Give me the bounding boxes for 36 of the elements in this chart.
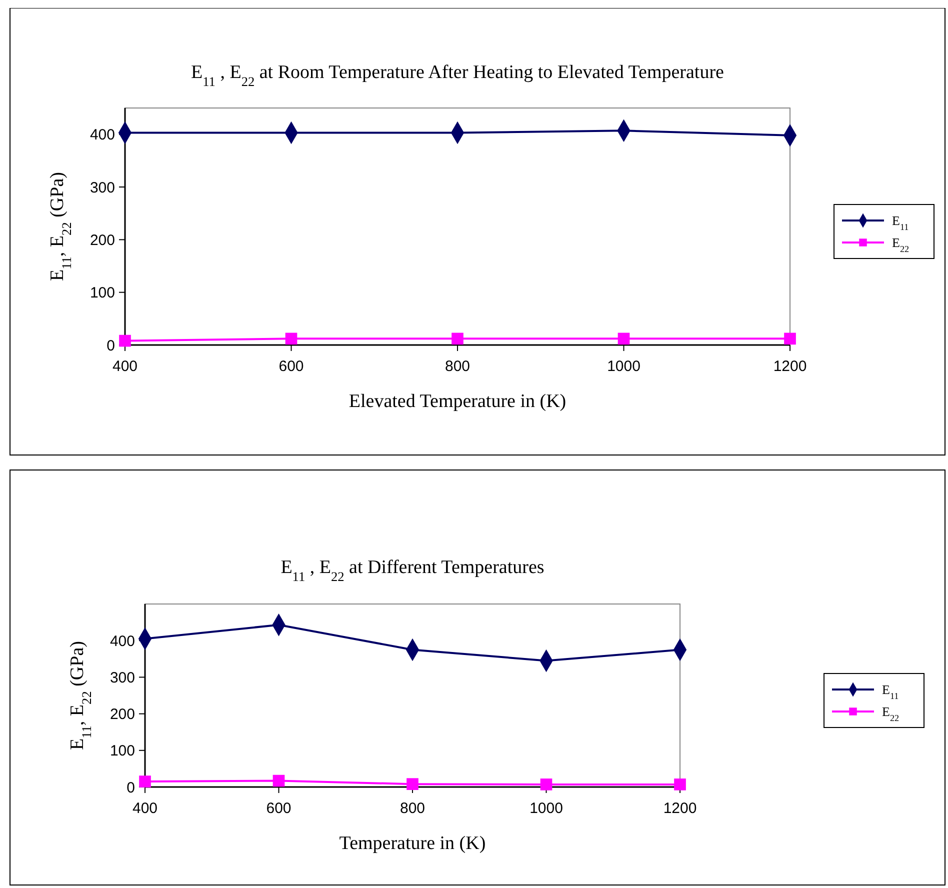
x-tick-label: 1000 [530,800,563,817]
x-axis-title: Elevated Temperature in (K) [348,391,566,412]
point [784,332,796,345]
y-tick-label: 300 [90,179,115,196]
x-tick-label: 1000 [607,358,640,375]
y-tick-label: 400 [90,126,115,144]
point [674,778,686,790]
point [119,334,131,347]
y-tick-label: 200 [110,706,135,724]
chart-title: E$_{11}$ , E$_{22}$ at Room Temperature After Heating to Elevated Temperature [191,62,724,88]
point [272,774,285,787]
chart-title: E$_{11}$ , E$_{22}$ at Different Temperatures [280,557,544,584]
legend-label: E$_{11}$ [892,213,909,232]
y-tick-label: 100 [110,742,135,760]
y-tick-label: 100 [90,284,115,302]
x-tick-label: 600 [266,800,292,817]
y-tick-label: 0 [126,779,135,796]
y-tick-label: 400 [110,632,135,650]
x-tick-label: 1200 [773,358,807,375]
legend-label: E$_{11}$ [882,682,899,702]
point [540,778,552,790]
point [618,332,630,345]
x-tick-label: 800 [400,800,426,817]
x-tick-label: 1200 [663,800,697,817]
x-tick-label: 800 [444,358,470,375]
y-tick-label: 200 [90,232,115,249]
x-tick-label: 400 [132,800,158,817]
legend-label: E$_{22}$ [892,235,910,254]
y-tick-label: 300 [110,669,135,686]
point [452,332,464,345]
x-tick-label: 600 [278,358,304,375]
x-axis-title: Temperature in (K) [339,833,486,854]
point [285,332,298,345]
point [406,778,418,790]
legend-label: E$_{22}$ [882,704,900,724]
y-tick-label: 0 [106,337,115,354]
